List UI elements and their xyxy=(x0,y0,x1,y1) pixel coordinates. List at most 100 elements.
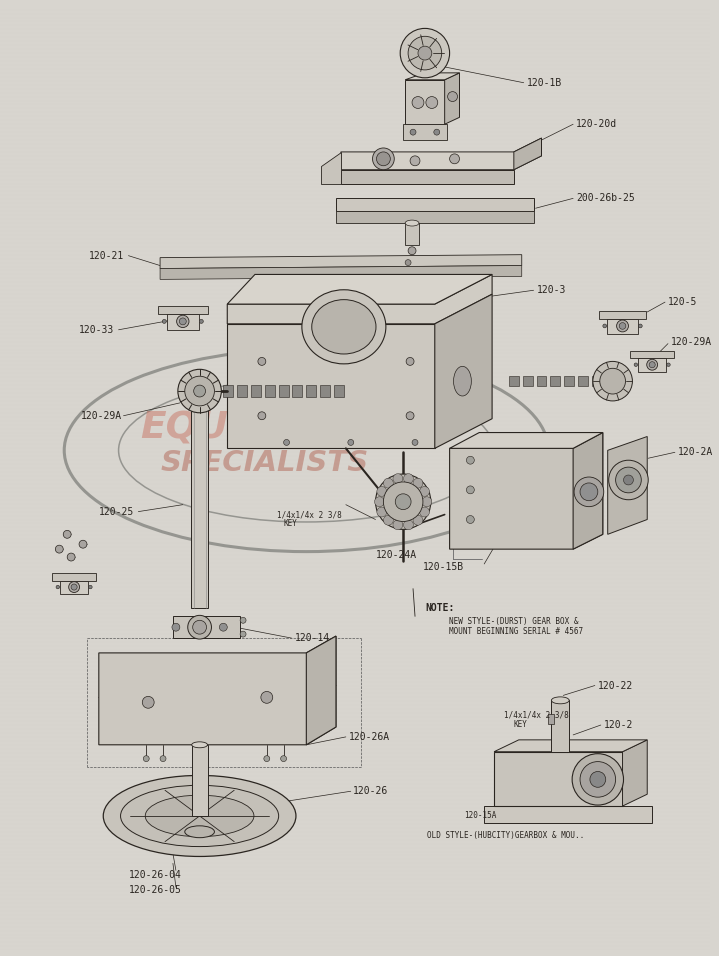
Polygon shape xyxy=(167,314,199,330)
Circle shape xyxy=(406,412,414,420)
Text: NOTE:: NOTE: xyxy=(425,603,454,614)
Circle shape xyxy=(574,477,604,507)
Polygon shape xyxy=(224,385,233,397)
Circle shape xyxy=(410,129,416,135)
Text: MOUNT BEGINNING SERIAL # 4567: MOUNT BEGINNING SERIAL # 4567 xyxy=(449,627,582,636)
Circle shape xyxy=(258,412,266,420)
Polygon shape xyxy=(494,751,623,806)
Circle shape xyxy=(348,440,354,445)
Polygon shape xyxy=(435,294,492,448)
Circle shape xyxy=(71,584,77,590)
Polygon shape xyxy=(405,73,459,79)
Circle shape xyxy=(172,623,180,631)
Bar xyxy=(405,223,419,245)
Polygon shape xyxy=(631,351,674,358)
Circle shape xyxy=(143,755,150,762)
Circle shape xyxy=(395,494,411,510)
Ellipse shape xyxy=(405,220,419,226)
Polygon shape xyxy=(336,211,533,223)
Ellipse shape xyxy=(145,795,254,836)
Polygon shape xyxy=(293,385,303,397)
Text: 200-26b-25: 200-26b-25 xyxy=(576,193,635,204)
Circle shape xyxy=(609,460,649,500)
Circle shape xyxy=(638,324,642,328)
Polygon shape xyxy=(320,385,330,397)
Circle shape xyxy=(177,315,189,328)
Polygon shape xyxy=(306,636,336,745)
Text: 120-14: 120-14 xyxy=(295,633,330,643)
Text: 120-15A: 120-15A xyxy=(464,812,497,820)
Polygon shape xyxy=(550,377,560,386)
Polygon shape xyxy=(279,385,288,397)
Ellipse shape xyxy=(312,299,376,354)
Circle shape xyxy=(240,631,246,637)
Circle shape xyxy=(405,260,411,266)
Text: 120-15B: 120-15B xyxy=(423,562,464,572)
Polygon shape xyxy=(523,377,533,386)
Text: 120-25: 120-25 xyxy=(99,507,134,516)
Text: SPECIALISTS: SPECIALISTS xyxy=(160,449,369,477)
Polygon shape xyxy=(592,377,602,386)
Circle shape xyxy=(219,623,227,631)
Polygon shape xyxy=(227,274,492,324)
Text: 120-20d: 120-20d xyxy=(576,120,617,129)
Circle shape xyxy=(261,691,273,704)
Polygon shape xyxy=(334,385,344,397)
Circle shape xyxy=(240,618,246,623)
Polygon shape xyxy=(227,324,435,448)
Circle shape xyxy=(580,762,615,797)
Polygon shape xyxy=(578,377,588,386)
Polygon shape xyxy=(444,73,459,124)
Circle shape xyxy=(375,474,431,530)
Text: 1/4x1/4x 2 3/8: 1/4x1/4x 2 3/8 xyxy=(504,710,569,720)
Circle shape xyxy=(448,92,457,101)
Polygon shape xyxy=(623,740,647,806)
Text: KEY: KEY xyxy=(514,720,528,728)
Ellipse shape xyxy=(104,775,296,857)
Polygon shape xyxy=(484,806,652,823)
Polygon shape xyxy=(60,580,88,595)
Circle shape xyxy=(55,545,63,554)
Text: 120-1B: 120-1B xyxy=(527,77,562,88)
Circle shape xyxy=(426,97,438,108)
Polygon shape xyxy=(336,198,533,211)
Circle shape xyxy=(193,620,206,634)
Polygon shape xyxy=(265,385,275,397)
Text: 120-26-05: 120-26-05 xyxy=(129,885,181,895)
Circle shape xyxy=(383,482,423,521)
Ellipse shape xyxy=(302,290,386,364)
Circle shape xyxy=(615,467,641,493)
Polygon shape xyxy=(449,432,603,549)
Text: 1/4x1/4x 2 3/8: 1/4x1/4x 2 3/8 xyxy=(277,511,342,519)
Circle shape xyxy=(408,247,416,254)
Text: 120-29A: 120-29A xyxy=(81,411,122,421)
Polygon shape xyxy=(341,138,541,170)
Circle shape xyxy=(280,755,287,762)
Text: 120-2: 120-2 xyxy=(604,720,633,730)
Circle shape xyxy=(413,515,423,525)
Circle shape xyxy=(623,475,633,485)
Circle shape xyxy=(69,581,80,593)
Bar xyxy=(549,714,554,724)
Circle shape xyxy=(185,377,214,406)
Circle shape xyxy=(617,320,628,332)
Circle shape xyxy=(56,585,60,589)
Polygon shape xyxy=(536,377,546,386)
Circle shape xyxy=(403,520,413,530)
Polygon shape xyxy=(160,254,522,269)
Circle shape xyxy=(593,361,633,401)
Circle shape xyxy=(646,359,658,370)
Circle shape xyxy=(393,520,403,530)
Polygon shape xyxy=(573,432,603,549)
Circle shape xyxy=(412,440,418,445)
Circle shape xyxy=(418,46,432,60)
Circle shape xyxy=(400,29,449,77)
Text: 120-5: 120-5 xyxy=(668,297,697,307)
Polygon shape xyxy=(599,311,646,319)
Circle shape xyxy=(199,319,203,323)
Circle shape xyxy=(590,771,605,788)
Polygon shape xyxy=(341,170,514,184)
Circle shape xyxy=(67,554,75,561)
Polygon shape xyxy=(99,653,306,745)
Circle shape xyxy=(572,753,623,805)
